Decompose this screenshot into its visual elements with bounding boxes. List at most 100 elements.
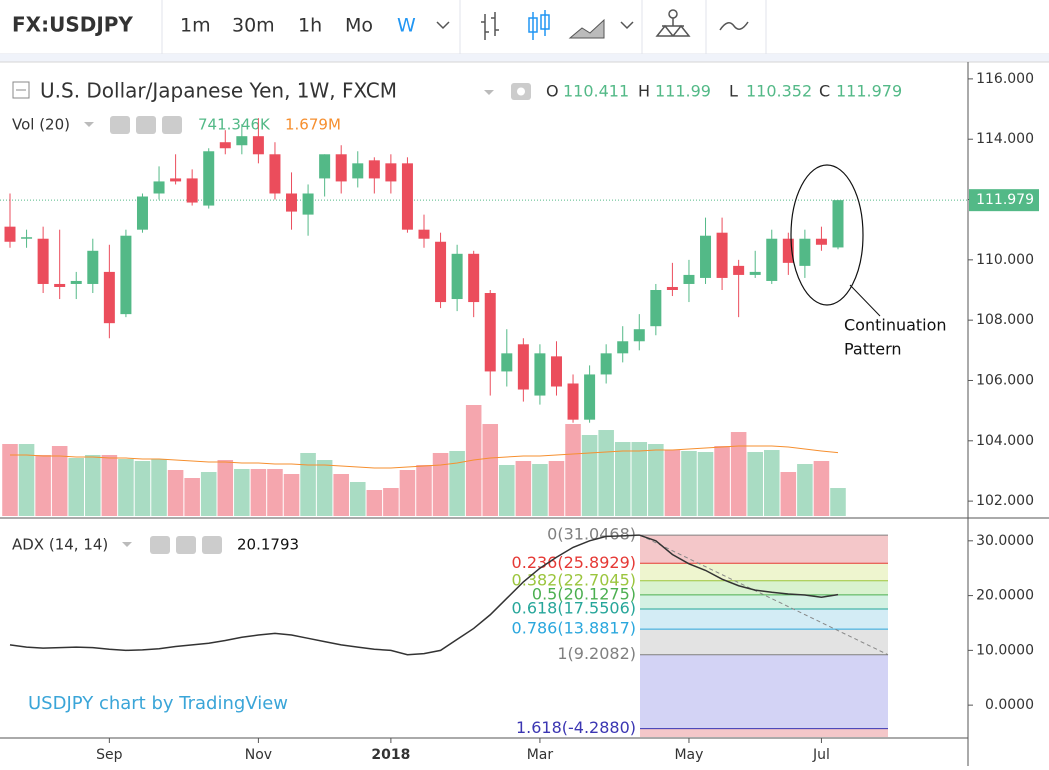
volume-bar xyxy=(747,452,763,516)
fib-label: 0(31.0468) xyxy=(547,525,636,544)
candle-body xyxy=(352,163,364,179)
candle-body xyxy=(219,142,231,149)
candle-body xyxy=(21,237,33,239)
volume-bar xyxy=(234,468,250,516)
volume-bar xyxy=(101,454,118,516)
candle-body xyxy=(335,154,347,182)
candle-body xyxy=(815,238,827,245)
ohlc-value: 110.352 xyxy=(746,82,812,101)
collapse-icon[interactable] xyxy=(12,81,30,99)
y-tick-label: 102.000 xyxy=(976,493,1034,509)
fib-label: 1(9.2082) xyxy=(557,644,636,663)
interval[interactable]: Mo xyxy=(345,15,373,37)
volume-bar xyxy=(217,460,234,516)
adx-value: 20.1793 xyxy=(237,536,299,554)
candle-body xyxy=(484,293,496,372)
volume-bar xyxy=(780,472,797,516)
volume-bar xyxy=(151,458,167,516)
series-dropdown[interactable] xyxy=(484,90,494,95)
fib-label: 0.382(22.7045) xyxy=(512,570,636,589)
volume-bar xyxy=(316,460,333,516)
volume-bar xyxy=(763,450,780,516)
candles-icon[interactable] xyxy=(528,10,550,40)
candle-body xyxy=(749,271,761,275)
candle-body xyxy=(600,353,612,375)
candle-body xyxy=(319,154,331,179)
interval[interactable]: W xyxy=(397,15,416,37)
candle-body xyxy=(451,253,463,300)
y-tick-label: 108.000 xyxy=(976,312,1034,328)
candle-body xyxy=(799,238,811,266)
volume-bar xyxy=(399,470,416,516)
annotation-ellipse xyxy=(790,164,864,306)
fib-label: 0.5(20.1275) xyxy=(532,584,636,603)
fib-label: 0.618(17.5506) xyxy=(512,599,636,618)
interval[interactable]: 1h xyxy=(298,15,322,37)
volume-bar xyxy=(631,442,648,516)
y-tick-label: 10.0000 xyxy=(976,642,1034,658)
candle-body xyxy=(136,196,148,230)
candle-body xyxy=(584,374,596,420)
symbol[interactable]: FX:USDJPY xyxy=(12,13,133,37)
x-tick-label: Jul xyxy=(812,747,830,763)
x-tick-label: May xyxy=(674,747,703,763)
candle-body xyxy=(153,181,165,194)
volume-ma-value: 1.679M xyxy=(285,116,341,134)
y-tick-label: 106.000 xyxy=(976,372,1034,388)
fib-zone xyxy=(640,535,888,564)
compare-icon[interactable] xyxy=(719,21,749,31)
volume-bar xyxy=(449,450,465,516)
candle-body xyxy=(534,353,546,396)
volume-bar xyxy=(416,464,432,516)
y-tick-label: 30.0000 xyxy=(976,533,1034,549)
volume-bar xyxy=(830,488,846,516)
watermark: USDJPY chart by TradingView xyxy=(28,693,288,714)
candle-body xyxy=(170,178,182,182)
fib-label: 0.236(25.8929) xyxy=(512,553,636,572)
ohlc-value: 111.99 xyxy=(655,82,711,101)
adx-line xyxy=(9,534,839,656)
volume-bar xyxy=(432,452,449,516)
volume-bar xyxy=(250,468,267,516)
candle-body xyxy=(401,163,413,230)
y-tick-label: 110.000 xyxy=(976,252,1034,268)
candle-body xyxy=(435,241,447,303)
volume-ma-line xyxy=(10,445,839,469)
candle-body xyxy=(782,238,794,263)
annotation-text: Pattern xyxy=(844,340,902,359)
area-icon[interactable] xyxy=(568,18,605,39)
candle-body xyxy=(203,151,215,206)
candle-body xyxy=(666,286,678,290)
last-price-tag xyxy=(969,189,1039,212)
volume-bar xyxy=(267,468,283,516)
interval[interactable]: 1m xyxy=(180,15,211,37)
volume-bar xyxy=(68,458,85,516)
volume-dropdown[interactable] xyxy=(84,122,94,127)
ohlc-name: C xyxy=(819,82,830,101)
style-dropdown[interactable] xyxy=(620,21,634,30)
adx-icons[interactable] xyxy=(150,536,222,554)
volume-bar xyxy=(118,458,134,516)
volume-bar xyxy=(167,470,184,516)
volume-bar xyxy=(283,474,300,516)
candle-body xyxy=(286,193,298,212)
last-price-label: 111.979 xyxy=(976,192,1034,208)
candle-body xyxy=(385,163,397,182)
volume-bar xyxy=(730,432,747,516)
volume-icons[interactable] xyxy=(110,116,182,134)
volume-value: 741.346K xyxy=(198,116,271,134)
candle-body xyxy=(733,265,745,275)
x-tick-label: Mar xyxy=(527,747,554,763)
adx-dropdown[interactable] xyxy=(122,542,132,547)
volume-bar xyxy=(18,444,35,516)
volume-bar xyxy=(2,444,18,516)
series-title: U.S. Dollar/Japanese Yen, 1W, FXCM xyxy=(40,79,397,103)
bars-icon[interactable] xyxy=(481,12,499,40)
interval[interactable]: 30m xyxy=(232,15,275,37)
volume-bar xyxy=(532,464,548,516)
indicators-icon[interactable] xyxy=(655,9,691,37)
interval-dropdown[interactable] xyxy=(436,21,450,30)
candle-body xyxy=(4,226,16,242)
volume-bar xyxy=(813,460,830,516)
